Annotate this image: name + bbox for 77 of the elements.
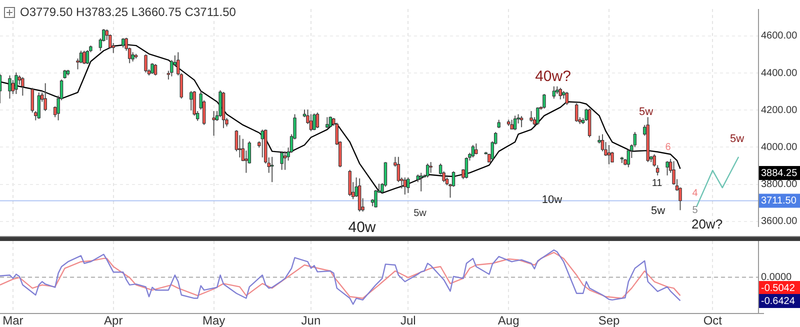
candlestick <box>131 52 134 62</box>
x-tick-label: Jul <box>400 314 416 327</box>
candlestick <box>283 150 287 170</box>
annotation: 5w <box>730 133 744 146</box>
candlestick <box>170 60 174 77</box>
candlestick <box>542 93 546 110</box>
text: -0.5042 <box>761 282 796 294</box>
candlestick <box>600 134 604 152</box>
annotation: 5w <box>650 205 666 218</box>
y-tick-label: 4200.00 <box>761 104 798 116</box>
candlestick <box>190 90 193 111</box>
candlestick <box>316 112 320 129</box>
annotation: 5w <box>638 106 654 118</box>
candlestick <box>14 72 18 94</box>
annotation: 10w <box>542 194 562 206</box>
x-tick-label: Apr <box>104 314 123 327</box>
annotation: 5w <box>414 208 428 219</box>
annotation: 40w? <box>535 68 571 86</box>
candlestick <box>607 144 611 165</box>
x-tick-label: Mar <box>2 314 24 327</box>
x-tick-label: Jun <box>301 314 321 327</box>
annotation: 11 <box>652 178 663 189</box>
y-tick-label: 4600.00 <box>761 30 798 42</box>
ref-line-label: 3711.50 <box>761 195 797 206</box>
candlestick <box>108 34 112 50</box>
annotation: O3779.50 H3783.25 L3660.75 C3711.50 <box>20 5 236 19</box>
candlestick <box>309 114 313 132</box>
x-tick-label: Sep <box>598 314 620 327</box>
text: 0.0000 <box>761 272 792 283</box>
candlestick <box>312 112 316 131</box>
x-tick-label: Oct <box>703 314 723 327</box>
candlestick <box>420 172 423 192</box>
candlestick <box>464 156 468 179</box>
candlestick <box>21 76 24 96</box>
y-tick-label: 3600.00 <box>761 216 798 228</box>
candlestick <box>150 62 154 74</box>
candlestick <box>530 110 533 122</box>
text: 3884.25 <box>761 168 798 179</box>
annotation: 4 <box>692 188 698 199</box>
candlestick <box>429 162 432 174</box>
candlestick <box>144 54 148 73</box>
candlestick <box>406 176 410 194</box>
candlestick <box>212 110 216 136</box>
candlestick <box>82 50 86 65</box>
candlestick <box>471 144 475 158</box>
candlestick <box>86 50 90 65</box>
annotation: 20w? <box>691 216 723 232</box>
candlestick <box>565 91 568 106</box>
candlestick <box>426 163 430 178</box>
candlestick <box>30 87 34 114</box>
annotation: 40w <box>348 219 376 236</box>
candlestick <box>666 160 669 176</box>
candlestick <box>536 106 540 126</box>
candlestick <box>558 87 562 100</box>
y-tick-label: 4400.00 <box>761 68 798 79</box>
x-tick-label: Aug <box>498 314 520 327</box>
candlestick <box>280 150 284 170</box>
annotation: 5 <box>692 204 698 216</box>
y-tick-label: 4000.00 <box>761 142 798 153</box>
candlestick <box>552 86 556 100</box>
x-tick-label: May <box>202 314 226 327</box>
text: -0.6424 <box>761 296 796 307</box>
candlestick <box>513 115 517 131</box>
candlestick <box>510 119 514 130</box>
candlestick <box>575 102 578 122</box>
candlestick <box>238 134 242 158</box>
annotation: 6 <box>665 142 672 153</box>
candlestick <box>403 176 407 196</box>
candlestick <box>37 92 40 120</box>
candlestick <box>326 116 329 129</box>
y-tick-label: 3800.00 <box>761 179 798 190</box>
candlestick <box>44 82 47 112</box>
candlestick <box>474 143 478 155</box>
candlestick <box>122 38 125 48</box>
candlestick <box>348 169 352 197</box>
candlestick <box>154 64 158 76</box>
candlestick <box>270 156 274 183</box>
